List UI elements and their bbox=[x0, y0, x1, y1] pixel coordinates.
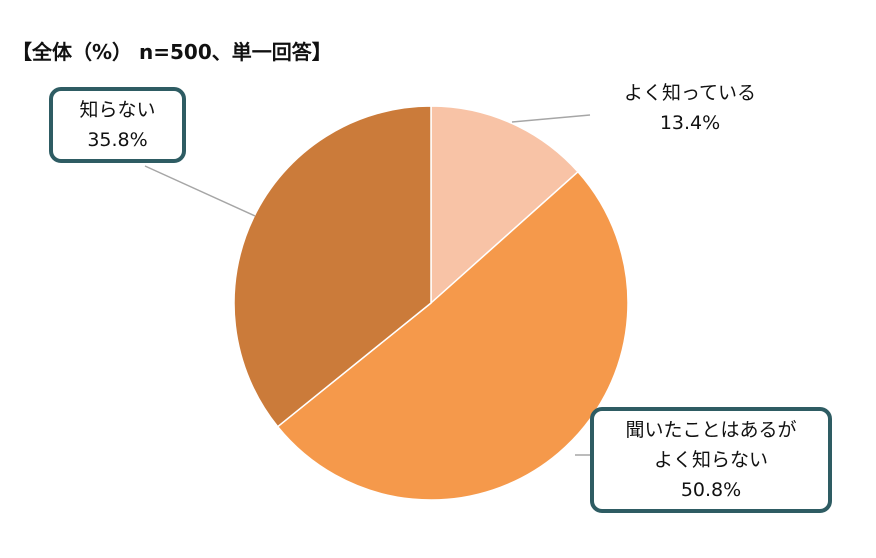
value-label: 50.8% bbox=[680, 479, 742, 501]
pie-slice bbox=[233, 105, 432, 428]
pie-slice bbox=[276, 170, 629, 501]
pie-slice bbox=[430, 105, 580, 305]
data-label: 知らない 35.8% bbox=[49, 87, 186, 163]
category-label: よく知っている bbox=[623, 82, 757, 104]
leader-line bbox=[144, 165, 256, 217]
category-label: 知らない bbox=[79, 99, 156, 121]
value-label: 13.4% bbox=[659, 112, 721, 134]
leader-line bbox=[511, 114, 591, 123]
value-label: 35.8% bbox=[87, 129, 148, 151]
chart-title: 【全体（%） n=500、単一回答】 bbox=[12, 40, 332, 64]
data-label: よく知っている 13.4% bbox=[600, 78, 780, 138]
data-label: 聞いたことはあるが よく知らない 50.8% bbox=[590, 407, 832, 513]
category-label: 聞いたことはあるが よく知らない bbox=[625, 419, 797, 471]
